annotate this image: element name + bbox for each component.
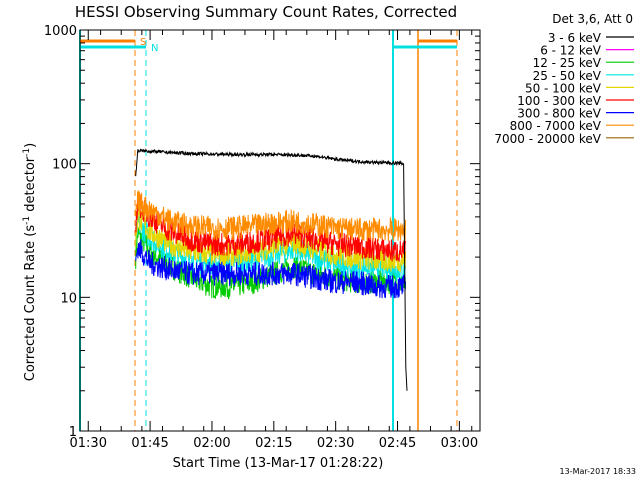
y-axis-label-sup1: -1	[22, 216, 32, 225]
x-tick-label: 02:15	[255, 436, 292, 451]
x-tick-label: 01:45	[131, 436, 168, 451]
x-tick-label: 02:30	[317, 436, 354, 451]
series-layer	[135, 148, 408, 391]
legend-label: 12 - 25 keV	[533, 56, 602, 70]
y-axis-label-main: Corrected Count Rate (s	[23, 225, 38, 382]
legend-label: 25 - 50 keV	[533, 69, 602, 83]
x-tick-label: 01:30	[70, 436, 107, 451]
y-axis-label-end: )	[23, 143, 38, 148]
series-line-800-7000-kev	[135, 190, 406, 242]
legend-header: Det 3,6, Att 0	[552, 12, 633, 26]
x-axis-label: Start Time (13-Mar-17 01:28:22)	[173, 456, 384, 471]
y-tick-label: 100	[52, 158, 77, 173]
chart-title: HESSI Observing Summary Count Rates, Cor…	[75, 3, 457, 21]
legend-label: 6 - 12 keV	[540, 44, 602, 58]
y-tick-label: 10	[60, 291, 77, 306]
plot-frame	[79, 29, 481, 432]
y-axis-label-mid: detector	[23, 156, 38, 216]
legend-label: 7000 - 20000 keV	[494, 132, 601, 146]
legend-label: 800 - 7000 keV	[510, 119, 602, 133]
y-axis-label: Corrected Count Rate (s-1 detector-1)	[22, 143, 38, 381]
legend-label: 3 - 6 keV	[548, 31, 602, 45]
timestamp: 13-Mar-2017 18:33	[560, 467, 637, 476]
saa-marker-label: S	[140, 37, 146, 48]
x-tick-label: 02:45	[379, 436, 416, 451]
legend-label: 50 - 100 keV	[525, 81, 602, 95]
series-line-3-6-kev	[135, 148, 408, 391]
axes-layer: 01:30 01:45 02:00 02:15 02:30 02:45 03:00 1 10 10…	[44, 24, 481, 451]
y-tick-label: 1	[69, 425, 77, 440]
y-tick-label: 1000	[44, 24, 77, 39]
night-marker-label: N	[151, 43, 158, 54]
x-tick-label: 02:00	[193, 436, 230, 451]
legend-label: 100 - 300 keV	[517, 94, 601, 108]
series-line-300-800-kev	[135, 239, 406, 299]
legend-label: 300 - 800 keV	[517, 107, 601, 121]
x-tick-label: 03:00	[441, 436, 478, 451]
series-line-50-100-kev	[135, 210, 406, 273]
y-axis-label-sup2: -1	[22, 148, 32, 157]
